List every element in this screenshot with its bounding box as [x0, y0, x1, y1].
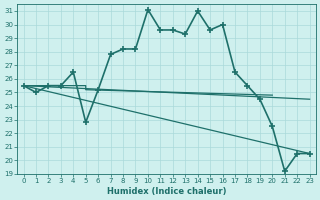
- X-axis label: Humidex (Indice chaleur): Humidex (Indice chaleur): [107, 187, 226, 196]
